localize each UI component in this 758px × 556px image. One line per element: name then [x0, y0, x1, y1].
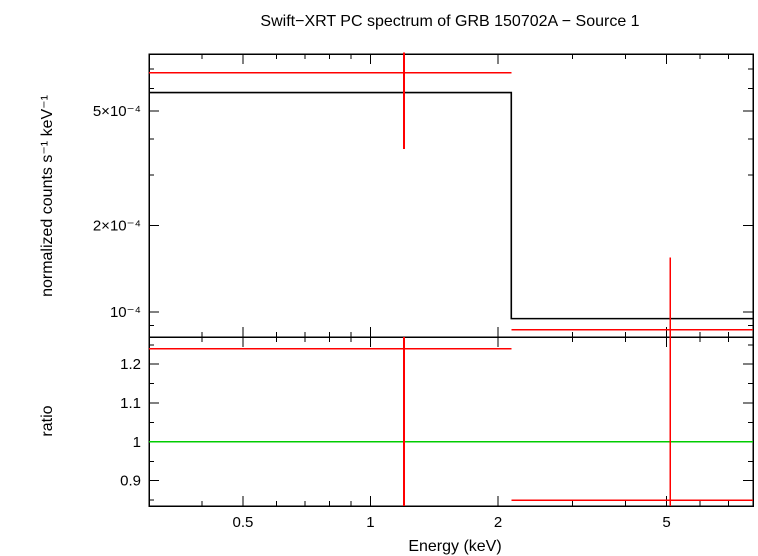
- spectrum-panel-frame: [148, 53, 754, 338]
- x-axis-label: Energy (keV): [408, 538, 501, 555]
- y-tick-label: 1.1: [120, 395, 141, 412]
- x-tick-label: 1: [366, 514, 374, 531]
- y-axis-label-spectrum: normalized counts s⁻¹ keV⁻¹: [39, 95, 56, 297]
- x-tick-label: 5: [662, 514, 670, 531]
- y-tick-label: 1: [133, 434, 141, 451]
- y-axis-label-ratio: ratio: [39, 405, 56, 436]
- model-step-line: [149, 91, 753, 320]
- plot-layer: 0.5 1 2 5 5×10⁻⁴ 2×10⁻⁴ 10⁻⁴ 0.9 1 1.1 1.2: [93, 52, 754, 531]
- x-tick-label: 2: [494, 514, 502, 531]
- y-tick-label: 5×10⁻⁴: [93, 103, 141, 120]
- chart-title: Swift−XRT PC spectrum of GRB 150702A − S…: [260, 13, 639, 30]
- ratio-panel-frame: [148, 336, 754, 507]
- y-tick-label: 0.9: [120, 473, 141, 490]
- y-tick-label: 2×10⁻⁴: [93, 218, 141, 235]
- y-tick-label: 1.2: [120, 356, 141, 373]
- x-tick-label: 0.5: [233, 514, 254, 531]
- y-tick-label: 10⁻⁴: [110, 304, 141, 321]
